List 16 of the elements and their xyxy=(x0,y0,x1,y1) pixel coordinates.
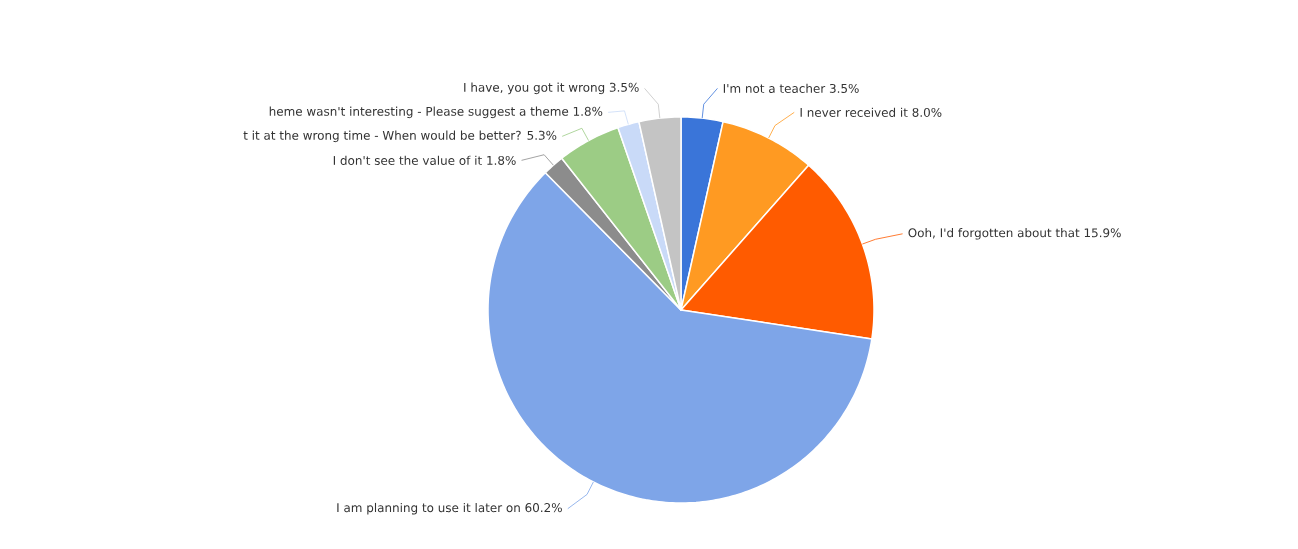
slice-label: Ooh, I'd forgotten about that xyxy=(908,228,1080,240)
data-label: 1.8% xyxy=(487,155,516,165)
data-label: 60.2% xyxy=(525,503,562,513)
slice-label: heme wasn't interesting - Please suggest a theme xyxy=(269,106,569,119)
data-label: 5.3% xyxy=(527,130,557,140)
data-label: 15.9% xyxy=(1084,228,1121,238)
slice-label: t it at the wrong time - When would be better? xyxy=(243,130,521,143)
data-label: 3.5% xyxy=(829,83,859,93)
slice-label: I'm not a teacher xyxy=(723,83,826,93)
slice-label: I never received it xyxy=(800,107,908,117)
data-label: 3.5% xyxy=(609,82,639,92)
slice-label: I have, you got it wrong xyxy=(464,82,605,95)
slice-label: I am planning to use it later on xyxy=(337,502,520,515)
data-label: 1.8% xyxy=(573,106,603,116)
slice-label: I don't see the value of it xyxy=(333,155,482,165)
data-label: 8.0% xyxy=(912,107,942,117)
